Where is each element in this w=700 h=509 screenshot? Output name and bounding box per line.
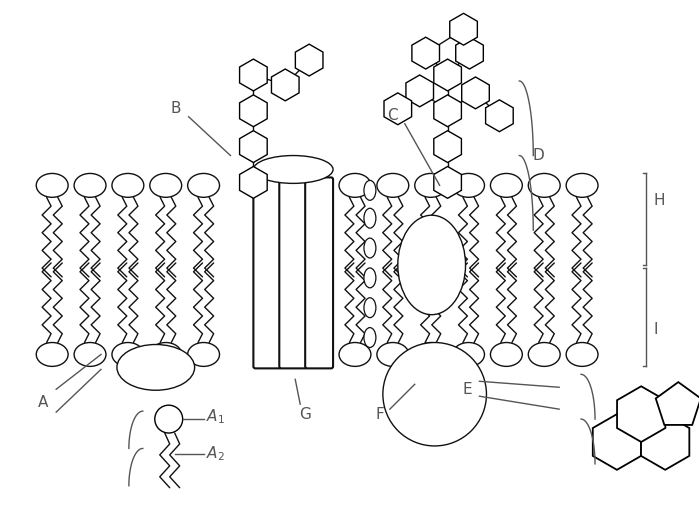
Polygon shape	[656, 382, 700, 425]
Polygon shape	[272, 69, 299, 101]
Ellipse shape	[364, 180, 376, 201]
Ellipse shape	[414, 343, 447, 366]
Ellipse shape	[74, 174, 106, 197]
Ellipse shape	[117, 345, 195, 390]
Polygon shape	[239, 166, 267, 199]
Circle shape	[155, 405, 183, 433]
FancyBboxPatch shape	[279, 178, 307, 369]
Polygon shape	[239, 59, 267, 91]
Ellipse shape	[566, 343, 598, 366]
Polygon shape	[434, 131, 461, 162]
Ellipse shape	[528, 174, 560, 197]
Polygon shape	[486, 100, 513, 132]
FancyBboxPatch shape	[253, 178, 281, 369]
Polygon shape	[593, 414, 641, 470]
Text: D: D	[532, 148, 544, 163]
Polygon shape	[462, 77, 489, 109]
Ellipse shape	[528, 343, 560, 366]
Polygon shape	[412, 37, 440, 69]
Ellipse shape	[377, 174, 409, 197]
Polygon shape	[434, 166, 461, 199]
Ellipse shape	[112, 174, 144, 197]
FancyBboxPatch shape	[305, 178, 333, 369]
Ellipse shape	[339, 343, 371, 366]
Polygon shape	[456, 37, 483, 69]
Text: $A_1$: $A_1$	[206, 408, 225, 427]
Polygon shape	[406, 75, 433, 107]
Ellipse shape	[491, 174, 522, 197]
Polygon shape	[434, 95, 461, 127]
Ellipse shape	[364, 238, 376, 258]
Ellipse shape	[398, 215, 466, 315]
Polygon shape	[384, 93, 412, 125]
Polygon shape	[434, 59, 461, 91]
Ellipse shape	[453, 174, 484, 197]
Ellipse shape	[566, 174, 598, 197]
Ellipse shape	[74, 343, 106, 366]
Ellipse shape	[364, 328, 376, 348]
Text: F: F	[375, 407, 384, 421]
Ellipse shape	[377, 343, 409, 366]
Ellipse shape	[339, 174, 371, 197]
Polygon shape	[449, 13, 477, 45]
Text: H: H	[654, 193, 665, 208]
Ellipse shape	[150, 174, 182, 197]
Ellipse shape	[364, 298, 376, 318]
Text: B: B	[170, 101, 181, 116]
Text: I: I	[654, 322, 658, 337]
Text: $A_2$: $A_2$	[206, 444, 225, 463]
Ellipse shape	[364, 208, 376, 228]
Ellipse shape	[453, 343, 484, 366]
Ellipse shape	[36, 174, 68, 197]
Ellipse shape	[364, 268, 376, 288]
Ellipse shape	[188, 174, 220, 197]
Ellipse shape	[36, 343, 68, 366]
Ellipse shape	[150, 343, 182, 366]
Ellipse shape	[253, 156, 333, 183]
Ellipse shape	[491, 343, 522, 366]
Text: G: G	[299, 407, 311, 421]
Polygon shape	[295, 44, 323, 76]
Polygon shape	[617, 386, 666, 442]
Polygon shape	[239, 131, 267, 162]
Polygon shape	[641, 414, 690, 470]
Ellipse shape	[414, 174, 447, 197]
Circle shape	[383, 343, 486, 446]
Ellipse shape	[188, 343, 220, 366]
Polygon shape	[239, 95, 267, 127]
Text: A: A	[38, 394, 48, 410]
Text: C: C	[388, 108, 398, 123]
Ellipse shape	[112, 343, 144, 366]
Text: E: E	[463, 382, 473, 397]
